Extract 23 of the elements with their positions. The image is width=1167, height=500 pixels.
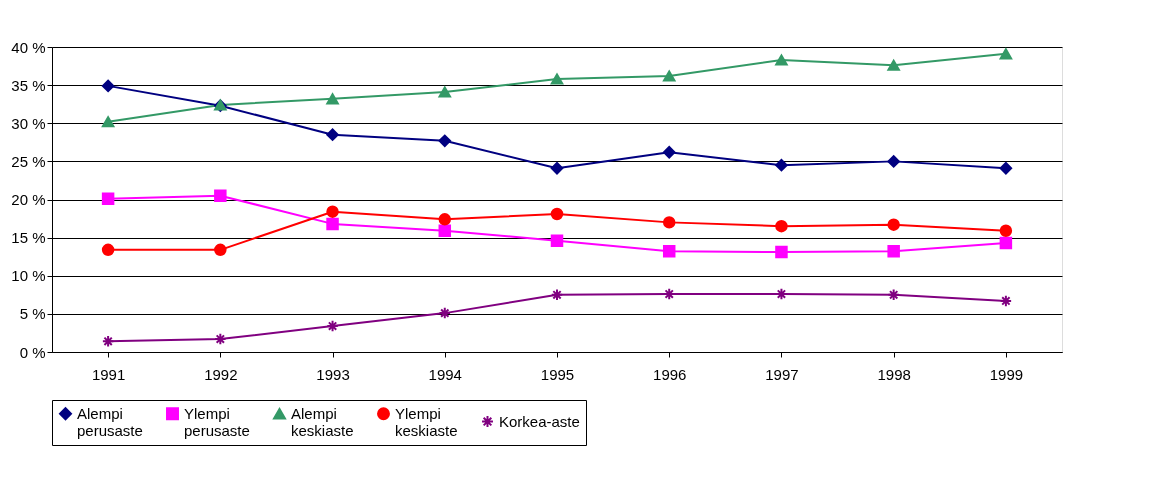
x-tick-label: 1996 — [653, 365, 687, 383]
y-tick-label: 0 % — [19, 343, 46, 361]
y-tick-label: 30 % — [11, 114, 46, 132]
legend-label: Alempi keskiaste — [291, 404, 354, 439]
x-tick-label: 1997 — [765, 365, 799, 383]
y-tick-label: 10 % — [11, 267, 46, 285]
legend-label: Ylempi keskiaste — [395, 404, 458, 439]
x-tick-label: 1993 — [316, 365, 350, 383]
x-tick-label: 1991 — [91, 365, 126, 383]
legend-label: Ylempi perusaste — [184, 404, 250, 439]
legend-label: Alempi perusaste — [77, 404, 143, 439]
y-tick-label: 15 % — [11, 229, 46, 247]
y-tick-label: 40 % — [11, 38, 46, 56]
legend-label: Korkea-aste — [499, 412, 580, 430]
x-tick-label: 1999 — [989, 365, 1024, 383]
y-tick-label: 5 % — [19, 305, 46, 323]
x-tick-label: 1992 — [204, 365, 238, 383]
y-tick-label: 25 % — [11, 152, 46, 170]
y-tick-label: 35 % — [11, 76, 46, 94]
x-tick-label: 1994 — [428, 365, 462, 383]
y-tick-label: 20 % — [11, 191, 46, 208]
x-tick-label: 1998 — [877, 365, 911, 383]
x-tick-label: 1995 — [540, 365, 575, 383]
